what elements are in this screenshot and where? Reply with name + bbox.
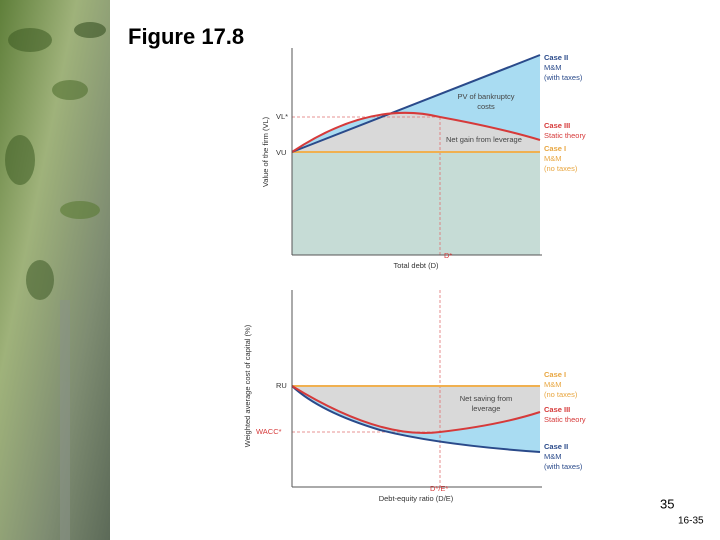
page-code: 16-35 (678, 516, 704, 527)
ru-label: RU (276, 381, 287, 390)
case-label: M&M (544, 452, 562, 461)
base-area (292, 152, 540, 255)
x-axis-label: Total debt (D) (393, 261, 439, 270)
case-ii-curve (291, 385, 541, 453)
slide-title: Figure 17.8 (128, 24, 244, 49)
case-label: M&M (544, 380, 562, 389)
case-label: Case III (544, 121, 570, 130)
leaves (5, 22, 106, 540)
y-axis-label: Weighted average cost of capital (%) (243, 324, 252, 447)
case-label: Case III (544, 405, 570, 414)
case-label: Case I (544, 144, 566, 153)
y-axis-label: Value of the firm (VL) (261, 116, 270, 187)
saving-area (292, 386, 540, 434)
case-ii-line (291, 54, 541, 153)
case-iii-curve (291, 111, 541, 153)
saving-label: leverage (472, 404, 501, 413)
case-label: Static theory (544, 415, 586, 424)
case-label: Case I (544, 370, 566, 379)
tax-area (292, 386, 540, 452)
bankruptcy-label: PV of bankruptcy (457, 92, 514, 101)
case-label: (with taxes) (544, 462, 583, 471)
case-label: (no taxes) (544, 390, 578, 399)
gain-label: Net gain from leverage (446, 135, 522, 144)
case-iii-curve (291, 385, 541, 434)
slide-number: 35 (660, 496, 674, 511)
x-axis-label: Debt-equity ratio (D/E) (379, 494, 454, 503)
case-label: Case II (544, 442, 568, 451)
bankruptcy-label: costs (477, 102, 495, 111)
saving-label: Net saving from (460, 394, 513, 403)
top-chart: Value of the firm (VL) Total debt (D) VL… (261, 48, 586, 270)
vl-star-label: VL* (276, 112, 288, 121)
case-label: (with taxes) (544, 73, 583, 82)
case-label: Static theory (544, 131, 586, 140)
bottom-chart: Weighted average cost of capital (%) Deb… (243, 290, 586, 503)
de-star-label: D*/E* (430, 484, 448, 493)
vu-label: VU (276, 148, 286, 157)
case-label: Case II (544, 53, 568, 62)
wacc-star-label: WACC* (256, 427, 282, 436)
case-label: M&M (544, 63, 562, 72)
foliage-strip (0, 0, 110, 540)
case-label: M&M (544, 154, 562, 163)
case-label: (no taxes) (544, 164, 578, 173)
d-star-label: D* (444, 251, 452, 260)
